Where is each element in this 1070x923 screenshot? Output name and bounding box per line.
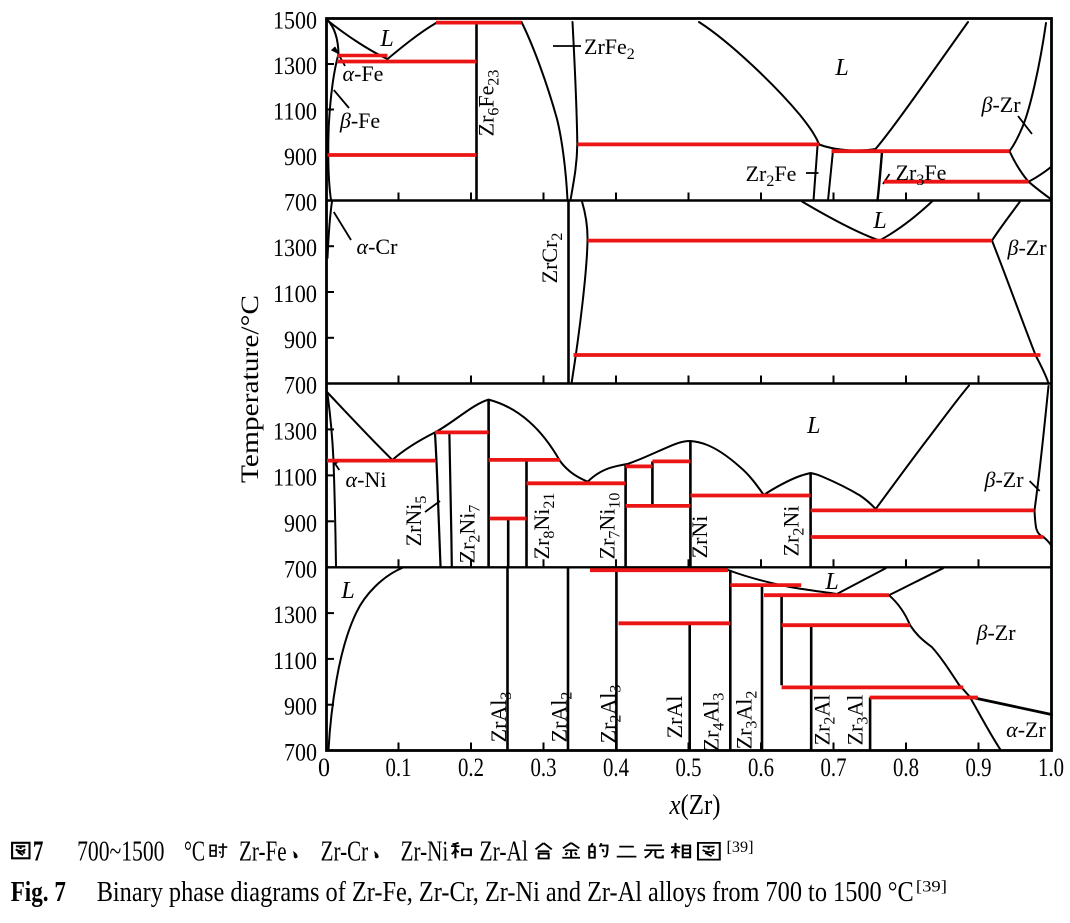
svg-text:700: 700 [284,740,317,767]
svg-text:0.6: 0.6 [748,753,774,782]
svg-text:L: L [824,569,838,595]
svg-text:Zr2Al3: Zr2Al3 [596,685,625,744]
svg-text:x(Zr): x(Zr) [669,790,721,821]
svg-text:7: 7 [33,837,44,868]
svg-text:0: 0 [318,753,330,782]
svg-text:ZrCr2: ZrCr2 [537,233,566,284]
svg-text:900: 900 [284,144,317,171]
svg-text:0.2: 0.2 [458,753,484,782]
svg-text:700: 700 [284,556,317,583]
svg-text:ZrNi: ZrNi [687,516,712,559]
svg-text:ZrFe2: ZrFe2 [584,34,635,63]
svg-text:α-Fe: α-Fe [343,61,384,86]
svg-text:Zr3Al2: Zr3Al2 [732,691,761,750]
svg-text:L: L [340,578,354,604]
svg-text:[39]: [39] [916,879,947,896]
svg-text:Zr4Al3: Zr4Al3 [699,693,728,752]
svg-text:°C: °C [184,837,205,868]
svg-text:1500: 1500 [273,8,317,35]
svg-text:1100: 1100 [273,464,317,491]
svg-text:1100: 1100 [273,99,317,126]
svg-text:α-Zr: α-Zr [1006,717,1046,742]
svg-text:Zr7Ni10: Zr7Ni10 [595,493,624,560]
svg-text:700~1500: 700~1500 [77,837,164,868]
svg-text:β-Zr: β-Zr [1006,235,1047,260]
svg-text:900: 900 [284,327,317,354]
svg-text:β-Zr: β-Zr [983,467,1024,492]
svg-text:L: L [872,208,886,234]
svg-text:ZrNi5: ZrNi5 [401,496,430,547]
svg-text:β-Zr: β-Zr [980,92,1021,117]
svg-text:ZrAl2: ZrAl2 [547,692,576,743]
svg-text:Zr-Fe: Zr-Fe [239,837,287,868]
svg-text:0.9: 0.9 [966,753,992,782]
svg-text:1300: 1300 [273,235,317,262]
svg-text:Zr3Fe: Zr3Fe [896,160,947,189]
svg-text:L: L [834,55,848,81]
svg-text:Zr-Cr: Zr-Cr [321,837,369,868]
svg-text:Zr6Fe23: Zr6Fe23 [474,70,503,137]
svg-text:Temperature/°C: Temperature/°C [237,295,264,483]
svg-text:1100: 1100 [273,281,317,308]
svg-text:0.7: 0.7 [821,753,847,782]
svg-text:1300: 1300 [273,418,317,445]
svg-text:Fig. 7: Fig. 7 [11,877,66,908]
svg-text:900: 900 [284,694,317,721]
svg-text:0.4: 0.4 [603,753,629,782]
svg-text:900: 900 [284,510,317,537]
svg-text:700: 700 [284,373,317,400]
svg-text:0.1: 0.1 [386,753,412,782]
svg-text:Zr3Al: Zr3Al [843,695,872,746]
svg-text:Binary phase diagrams of Zr-Fe: Binary phase diagrams of Zr-Fe, Zr-Cr, Z… [97,877,914,908]
svg-text:0.3: 0.3 [531,753,557,782]
svg-text:L: L [379,26,393,52]
svg-text:1.0: 1.0 [1038,753,1064,782]
svg-text:Zr-Ni: Zr-Ni [401,837,449,868]
svg-text:β-Zr: β-Zr [975,620,1016,645]
svg-text:0.8: 0.8 [893,753,919,782]
svg-text:α-Cr: α-Cr [357,234,399,259]
svg-text:ZrAl3: ZrAl3 [486,692,515,743]
svg-text:Zr2Fe: Zr2Fe [746,161,797,190]
svg-text:α-Ni: α-Ni [346,467,387,492]
svg-text:0.5: 0.5 [676,753,702,782]
svg-text:Zr2Ni7: Zr2Ni7 [455,505,484,564]
svg-text:700: 700 [284,190,317,217]
svg-text:1100: 1100 [273,648,317,675]
svg-text:1300: 1300 [273,602,317,629]
svg-text:1300: 1300 [273,53,317,80]
svg-text:Zr-Al: Zr-Al [480,837,529,868]
svg-text:[39]: [39] [727,839,754,856]
svg-text:ZrAl: ZrAl [662,696,687,739]
svg-text:β-Fe: β-Fe [339,108,380,133]
svg-text:L: L [806,413,820,439]
